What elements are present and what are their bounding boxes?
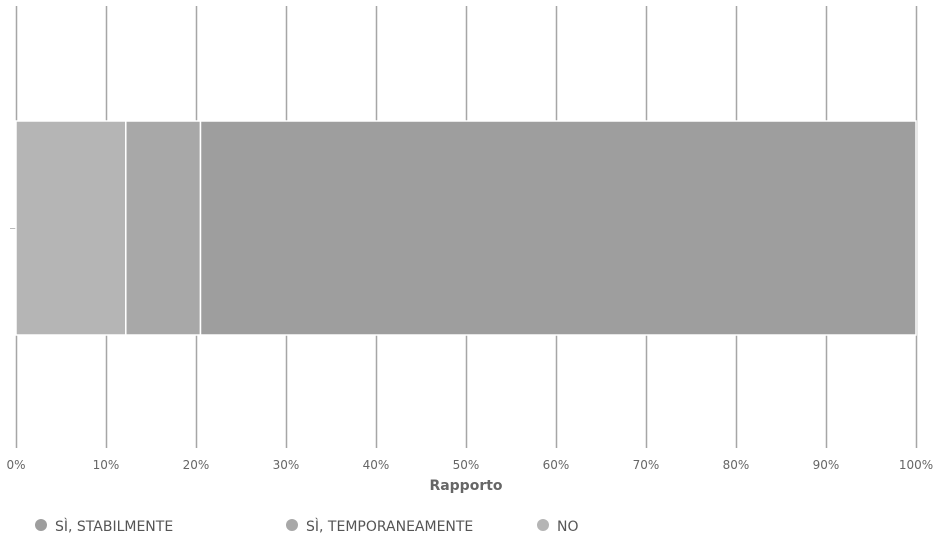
x-tick-label-0: 0%	[6, 458, 25, 472]
bar-segment-1	[125, 120, 202, 336]
x-tick-label-10: 100%	[899, 458, 933, 472]
x-tick-label-9: 90%	[813, 458, 840, 472]
legend-label-1: SÌ, TEMPORANEAMENTE	[306, 518, 473, 535]
x-tick-label-5: 50%	[453, 458, 480, 472]
x-tick-label-1: 10%	[93, 458, 120, 472]
legend-label-2: NO	[557, 519, 579, 535]
x-axis-title: Rapporto	[429, 478, 502, 494]
x-tick-label-7: 70%	[633, 458, 660, 472]
x-tick-label-6: 60%	[543, 458, 570, 472]
x-tick-label-4: 40%	[363, 458, 390, 472]
legend: SÌ, STABILMENTE SÌ, TEMPORANEAMENTE NO	[35, 518, 579, 535]
legend-marker-0	[35, 519, 47, 531]
bar-group	[15, 120, 917, 336]
legend-marker-2	[537, 519, 549, 531]
x-tick-label-3: 30%	[273, 458, 300, 472]
x-tick-label-2: 20%	[183, 458, 210, 472]
bar-segment-0	[15, 120, 127, 336]
x-axis-ticks: 0% 10% 20% 30% 40% 50% 60% 70% 80% 90% 100%	[6, 458, 933, 472]
legend-marker-1	[286, 519, 298, 531]
bar-segment-2	[199, 120, 917, 336]
x-tick-label-8: 80%	[723, 458, 750, 472]
legend-label-0: SÌ, STABILMENTE	[55, 518, 173, 535]
